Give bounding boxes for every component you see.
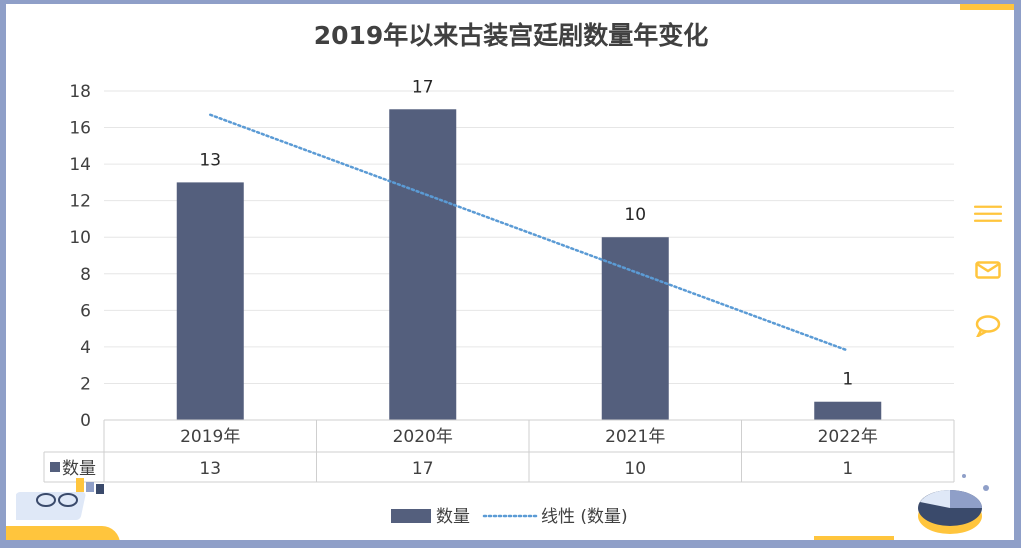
- table-cell: 17: [412, 459, 434, 479]
- x-tick-label: 2019年: [180, 427, 240, 447]
- x-tick-label: 2022年: [818, 427, 878, 447]
- table-series-name: 数量: [62, 459, 96, 479]
- trend-line: [209, 113, 849, 352]
- y-tick-label: 0: [80, 411, 91, 431]
- corner-accent: [960, 4, 1014, 10]
- table-cell: 1: [842, 459, 853, 479]
- y-tick-label: 6: [80, 301, 91, 321]
- chat-icon[interactable]: [974, 312, 1002, 340]
- y-tick-label: 10: [69, 228, 91, 248]
- corner-accent: [814, 536, 894, 540]
- data-label: 17: [412, 77, 434, 97]
- chart-title: 2019年以来古装宫廷剧数量年变化: [314, 21, 709, 50]
- y-tick-label: 14: [69, 155, 91, 175]
- table-cell: 10: [624, 459, 646, 479]
- side-toolbar: [972, 200, 1004, 340]
- data-label: 13: [199, 150, 221, 170]
- table-series-key: [50, 462, 60, 472]
- y-tick-label: 18: [69, 82, 91, 102]
- y-tick-label: 16: [69, 119, 91, 139]
- y-tick-label: 4: [80, 338, 91, 358]
- bar: [389, 109, 457, 421]
- bar: [176, 182, 244, 420]
- data-label: 1: [842, 370, 853, 390]
- legend-label: 数量: [436, 507, 470, 527]
- y-tick-label: 12: [69, 192, 91, 212]
- menu-icon[interactable]: [974, 200, 1002, 228]
- legend-swatch: [391, 509, 431, 523]
- data-label: 10: [624, 205, 646, 225]
- table-cell: 13: [199, 459, 221, 479]
- x-tick-label: 2021年: [605, 427, 665, 447]
- corner-accent: [6, 526, 120, 540]
- pie-illustration: [918, 474, 989, 534]
- legend-label: 线性 (数量): [541, 507, 628, 527]
- bar: [814, 401, 882, 420]
- mail-icon[interactable]: [974, 256, 1002, 284]
- desk-illustration: [16, 478, 104, 520]
- bar: [601, 237, 669, 420]
- slide-frame: 0 2 4 6 8 10 12 14 16 18 13 17 10 1 2019年 13 2020年 17 20…: [6, 4, 1014, 540]
- y-tick-label: 2: [80, 374, 91, 394]
- x-tick-label: 2020年: [393, 427, 453, 447]
- bar-chart: 0 2 4 6 8 10 12 14 16 18 13 17 10 1 2019年 13 2020年 17 20…: [43, 21, 955, 527]
- y-tick-label: 8: [80, 265, 91, 285]
